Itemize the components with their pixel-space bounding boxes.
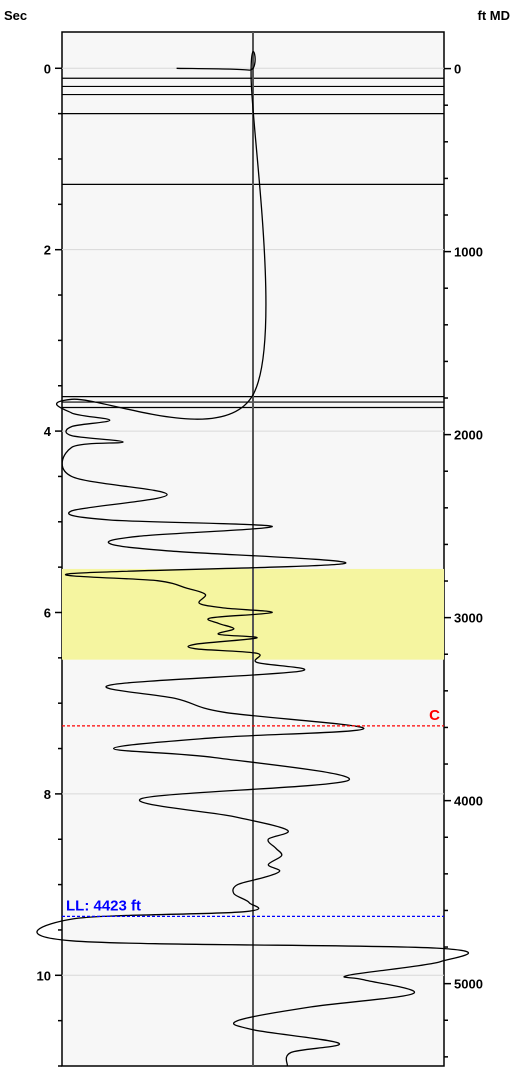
left-axis: Sec 0 2 4 6 8 10 (4, 8, 62, 1067)
right-tick-label: 3000 (454, 611, 483, 626)
left-tick-label: 8 (44, 787, 51, 802)
marker-label: LL: 4423 ft (66, 897, 141, 914)
right-tick-label: 0 (454, 62, 461, 77)
series-layer (36, 50, 470, 1067)
log-curve (36, 50, 470, 1067)
right-tick-label: 2000 (454, 428, 483, 443)
left-tick-label: 2 (44, 243, 51, 258)
left-tick-label: 10 (37, 968, 51, 983)
right-axis-title: ft MD (478, 8, 511, 23)
right-axis: ft MD 0 1000 2000 3000 4000 5000 (444, 8, 511, 1058)
right-tick-label: 1000 (454, 245, 483, 260)
left-axis-title: Sec (4, 8, 27, 23)
left-tick-label: 4 (44, 424, 52, 439)
marker-label: C (429, 707, 440, 724)
marker-layer: C LL: 4423 ft (62, 707, 444, 917)
right-tick-label: 5000 (454, 977, 483, 992)
left-tick-label: 6 (44, 605, 51, 620)
left-tick-label: 0 (44, 61, 51, 76)
right-tick-label: 4000 (454, 794, 483, 809)
